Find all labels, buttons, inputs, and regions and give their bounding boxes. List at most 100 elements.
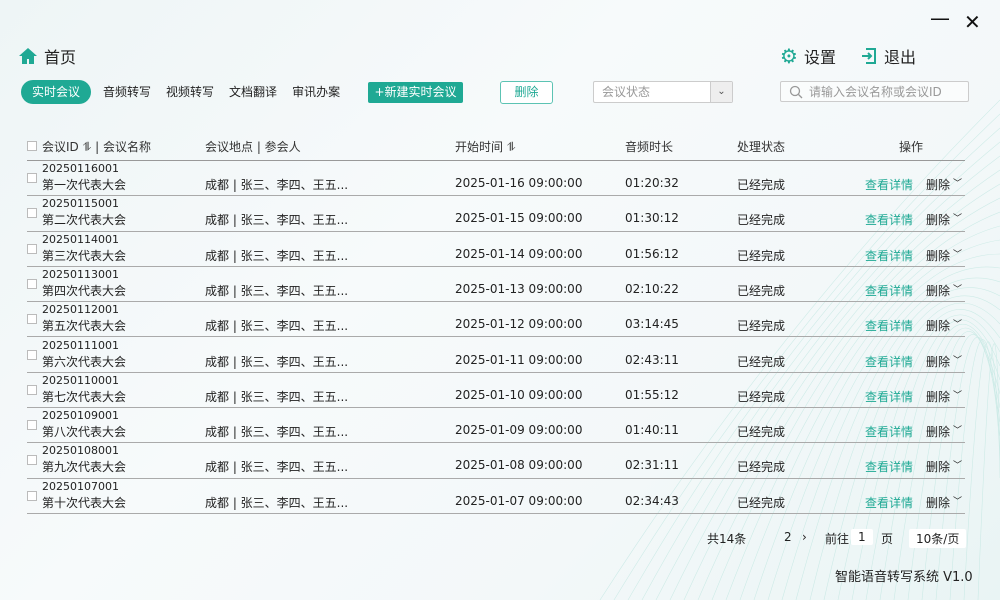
- view-details-link[interactable]: 查看详情: [865, 389, 914, 404]
- row-checkbox[interactable]: [27, 420, 37, 431]
- chevron-down-icon[interactable]: ﹀: [953, 249, 963, 260]
- logout-button[interactable]: 退出: [860, 44, 916, 68]
- view-details-link[interactable]: 查看详情: [865, 248, 914, 263]
- start-time: 2025-01-14 09:00:00: [455, 246, 583, 261]
- chevron-down-icon[interactable]: ⌄: [710, 82, 732, 102]
- row-checkbox[interactable]: [27, 173, 37, 183]
- meeting-name: 第五次代表大会: [42, 319, 127, 334]
- meeting-name: 第四次代表大会: [42, 283, 127, 298]
- meeting-location: 成都 | 张三、李四、王五...: [205, 213, 349, 228]
- chevron-down-icon[interactable]: ﹀: [953, 214, 963, 225]
- wave-line: [613, 113, 1000, 600]
- row-delete-button[interactable]: 删除: [926, 425, 951, 440]
- status-text: 已经完成: [737, 495, 786, 510]
- view-details-link[interactable]: 查看详情: [865, 425, 914, 440]
- chevron-down-icon[interactable]: ﹀: [953, 390, 963, 401]
- page-2-button[interactable]: 2: [784, 530, 792, 544]
- row-checkbox[interactable]: [27, 208, 37, 219]
- goto-page-input[interactable]: 1: [851, 529, 873, 545]
- row-checkbox[interactable]: [27, 314, 37, 325]
- row-delete-button[interactable]: 删除: [926, 178, 951, 192]
- tab-video-transcription[interactable]: 视频转写: [166, 85, 215, 99]
- close-button[interactable]: ✕: [964, 10, 981, 34]
- start-time: 2025-01-10 09:00:00: [455, 387, 583, 402]
- row-checkbox[interactable]: [27, 384, 37, 395]
- row-checkbox[interactable]: [27, 278, 37, 289]
- settings-button[interactable]: ⚙ 设置: [780, 44, 836, 68]
- tab-document-translation[interactable]: 文档翻译: [229, 85, 278, 99]
- table-row: 20250114001 第三次代表大会 成都 | 张三、李四、王五... 202…: [27, 232, 965, 267]
- table-row: 20250107001 第十次代表大会 成都 | 张三、李四、王五... 202…: [27, 479, 965, 514]
- view-details-link[interactable]: 查看详情: [865, 460, 914, 475]
- home-label: 首页: [44, 48, 77, 67]
- view-details-link[interactable]: 查看详情: [865, 178, 914, 192]
- row-delete-button[interactable]: 删除: [926, 319, 951, 334]
- header-start-time[interactable]: 开始时间 ⥮: [455, 140, 516, 154]
- tab-interrogation[interactable]: 审讯办案: [292, 85, 341, 99]
- page-unit-label: 页: [881, 532, 894, 546]
- view-details-link[interactable]: 查看详情: [865, 283, 914, 298]
- chevron-down-icon[interactable]: ﹀: [953, 355, 963, 366]
- table-row: 20250108001 第九次代表大会 成都 | 张三、李四、王五... 202…: [27, 443, 965, 479]
- chevron-down-icon[interactable]: ﹀: [953, 461, 963, 472]
- status-select[interactable]: 会议状态 ⌄: [593, 81, 733, 103]
- audio-duration: 01:55:12: [625, 387, 679, 402]
- chevron-down-icon[interactable]: ﹀: [953, 496, 963, 507]
- meeting-id: 20250116001: [42, 162, 119, 175]
- minimize-button[interactable]: —: [930, 6, 950, 30]
- audio-duration: 01:40:11: [625, 423, 679, 438]
- wave-line: [837, 309, 1000, 600]
- wave-line: [851, 314, 1000, 600]
- chevron-down-icon[interactable]: ﹀: [953, 426, 963, 437]
- view-details-link[interactable]: 查看详情: [865, 495, 914, 510]
- batch-delete-button[interactable]: 删除: [500, 81, 553, 104]
- row-delete-button[interactable]: 删除: [926, 213, 951, 228]
- wave-line: [683, 183, 1000, 600]
- view-details-link[interactable]: 查看详情: [865, 213, 914, 228]
- wave-line: [865, 319, 1000, 600]
- gear-icon: ⚙: [780, 44, 798, 68]
- settings-label: 设置: [803, 48, 836, 67]
- meeting-id: 20250108001: [42, 444, 119, 458]
- meeting-id: 20250113001: [42, 267, 119, 281]
- view-details-link[interactable]: 查看详情: [865, 354, 914, 369]
- page-size-select[interactable]: 10条/页: [909, 529, 967, 548]
- new-meeting-button[interactable]: +新建实时会议: [368, 82, 463, 103]
- meeting-location: 成都 | 张三、李四、王五...: [205, 460, 349, 475]
- view-details-link[interactable]: 查看详情: [865, 319, 914, 334]
- select-all-checkbox[interactable]: [27, 141, 37, 151]
- table-row: 20250111001 第六次代表大会 成都 | 张三、李四、王五... 202…: [27, 338, 965, 373]
- chevron-down-icon[interactable]: ﹀: [953, 284, 963, 295]
- row-delete-button[interactable]: 删除: [926, 389, 951, 404]
- meeting-id: 20250107001: [42, 479, 119, 493]
- meeting-id: 20250115001: [42, 197, 119, 211]
- header-location: 会议地点 | 参会人: [205, 140, 301, 154]
- home-link[interactable]: 首页: [18, 44, 76, 68]
- meeting-location: 成都 | 张三、李四、王五...: [205, 354, 349, 369]
- chevron-down-icon[interactable]: ﹀: [953, 320, 963, 331]
- row-delete-button[interactable]: 删除: [926, 495, 951, 510]
- meeting-id: 20250111001: [42, 338, 119, 352]
- row-delete-button[interactable]: 删除: [926, 248, 951, 263]
- row-delete-button[interactable]: 删除: [926, 354, 951, 369]
- wave-line: [753, 253, 1000, 600]
- row-delete-button[interactable]: 删除: [926, 283, 951, 298]
- table-row: 20250109001 第八次代表大会 成都 | 张三、李四、王五... 202…: [27, 408, 965, 444]
- header-id-name[interactable]: 会议ID ⥮ | 会议名称: [42, 140, 151, 154]
- row-checkbox[interactable]: [27, 455, 37, 466]
- row-checkbox[interactable]: [27, 349, 37, 360]
- row-checkbox[interactable]: [27, 243, 37, 254]
- header-operations: 操作: [899, 140, 924, 154]
- wave-line: [977, 343, 1000, 600]
- meeting-name: 第九次代表大会: [42, 460, 127, 475]
- next-page-button[interactable]: ›: [802, 530, 807, 544]
- row-delete-button[interactable]: 删除: [926, 460, 951, 475]
- header-divider: [27, 160, 965, 161]
- tab-realtime-meeting[interactable]: 实时会议: [21, 80, 92, 104]
- chevron-down-icon[interactable]: ﹀: [953, 179, 963, 189]
- tab-bar: 实时会议 音频转写 视频转写 文档翻译 审讯办案: [21, 80, 355, 104]
- search-input[interactable]: 请输入会议名称或会议ID: [780, 81, 969, 102]
- audio-duration: 02:10:22: [625, 281, 679, 296]
- row-checkbox[interactable]: [27, 490, 37, 501]
- tab-audio-transcription[interactable]: 音频转写: [103, 85, 152, 99]
